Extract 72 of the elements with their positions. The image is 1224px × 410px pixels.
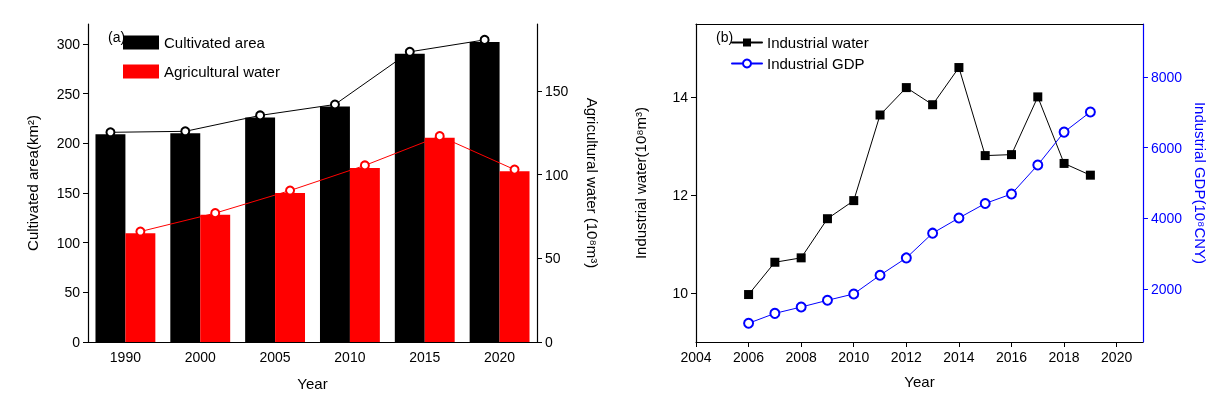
x-tick-label: 2010 bbox=[334, 349, 366, 365]
point bbox=[875, 110, 885, 120]
x-tick-label: 2006 bbox=[733, 349, 765, 365]
legend-label: Industrial water bbox=[767, 34, 869, 51]
y2-axis-title: Industrial GDP(10⁸CNY) bbox=[1192, 101, 1209, 265]
point bbox=[954, 63, 964, 73]
y-tick-label: 200 bbox=[56, 135, 81, 152]
x-axis-title: Year bbox=[904, 373, 935, 390]
x-tick-label: 2020 bbox=[1101, 349, 1133, 365]
x-tick-label: 2005 bbox=[259, 349, 291, 365]
x-tick-label: 2000 bbox=[184, 349, 217, 365]
legend-label: Industrial GDP bbox=[767, 55, 865, 72]
x-tick-label: 2012 bbox=[890, 349, 923, 365]
y2-tick-label: 0 bbox=[545, 334, 553, 350]
y-tick-label: 14 bbox=[672, 89, 689, 106]
point bbox=[849, 196, 859, 206]
point bbox=[901, 83, 911, 93]
y-tick-label: 150 bbox=[56, 184, 81, 201]
point bbox=[979, 198, 991, 209]
y2-tick-label: 150 bbox=[545, 82, 569, 99]
point bbox=[953, 212, 965, 224]
point bbox=[743, 317, 755, 329]
y-axis-title: Cultivated area(km²) bbox=[24, 115, 41, 251]
y-tick-label: 100 bbox=[56, 234, 81, 251]
point bbox=[1058, 126, 1070, 138]
x-tick-label: 2008 bbox=[785, 349, 817, 365]
y-tick-label: 50 bbox=[64, 284, 81, 301]
legend-label: Agricultural water bbox=[164, 63, 280, 80]
point bbox=[900, 252, 912, 264]
point bbox=[744, 290, 754, 300]
y-axis-title: Industrial water(10⁸m³) bbox=[632, 106, 649, 260]
y2-tick-label: 8000 bbox=[1150, 69, 1183, 85]
point bbox=[769, 307, 781, 319]
x-tick-label: 2018 bbox=[1048, 349, 1080, 365]
x-tick-label: 2016 bbox=[995, 349, 1028, 365]
x-tick-label: 2004 bbox=[680, 349, 712, 365]
y2-tick-label: 6000 bbox=[1150, 139, 1183, 156]
point bbox=[928, 100, 938, 110]
point bbox=[1032, 159, 1044, 171]
x-tick-label: 2020 bbox=[484, 349, 516, 365]
x-tick-label: 2014 bbox=[943, 349, 975, 365]
y2-axis-title: Agricultural water (10⁸m³) bbox=[584, 97, 601, 269]
point bbox=[1085, 170, 1095, 180]
legend-label: Cultivated area bbox=[164, 34, 266, 51]
y2-tick-label: 50 bbox=[545, 250, 561, 267]
point bbox=[927, 227, 939, 239]
y-tick-label: 0 bbox=[72, 334, 81, 350]
y2-tick-label: 4000 bbox=[1150, 210, 1183, 227]
point bbox=[1084, 106, 1096, 118]
point bbox=[1059, 158, 1069, 168]
x-tick-label: 2015 bbox=[409, 349, 441, 365]
y2-tick-label: 100 bbox=[545, 166, 569, 183]
y-tick-label: 10 bbox=[672, 285, 689, 302]
point bbox=[848, 288, 860, 300]
point bbox=[874, 269, 886, 281]
point bbox=[821, 294, 833, 306]
point bbox=[796, 253, 806, 263]
annotation: (b) bbox=[716, 29, 734, 45]
x-tick-label: 1990 bbox=[109, 349, 142, 365]
point bbox=[1033, 92, 1043, 102]
point bbox=[980, 151, 990, 161]
point bbox=[1006, 188, 1017, 200]
y-tick-label: 250 bbox=[56, 85, 81, 102]
y-tick-label: 300 bbox=[56, 35, 81, 52]
x-tick-label: 2010 bbox=[838, 349, 870, 365]
point bbox=[822, 214, 832, 224]
point bbox=[1007, 150, 1016, 160]
point bbox=[795, 301, 807, 313]
x-axis-title: Year bbox=[297, 375, 328, 392]
point bbox=[770, 257, 780, 267]
y-tick-label: 12 bbox=[672, 187, 689, 204]
y2-tick-label: 2000 bbox=[1150, 281, 1183, 297]
